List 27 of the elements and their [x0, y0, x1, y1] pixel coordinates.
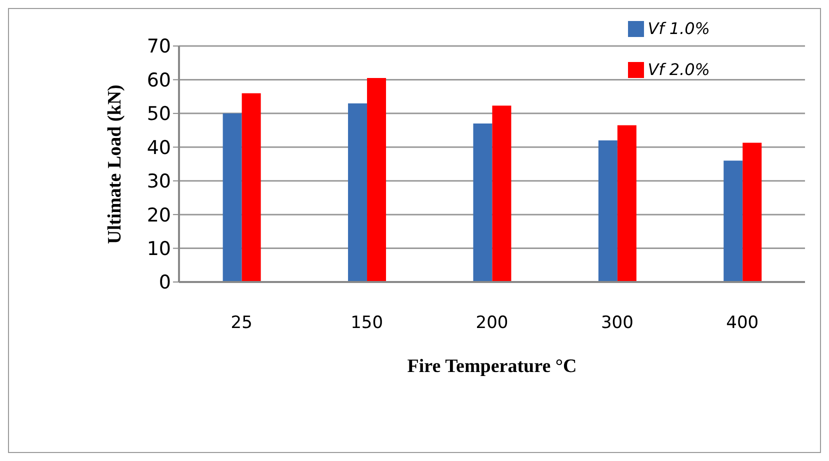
y-tick-label: 40	[146, 136, 171, 159]
bar	[367, 78, 386, 282]
x-tick-label: 25	[230, 313, 252, 334]
y-axis-title: Ultimate Load (kN)	[104, 84, 126, 244]
x-tick-label: 200	[476, 313, 508, 334]
bar	[242, 93, 261, 282]
x-tick-label: 150	[350, 313, 384, 334]
y-tick-label: 60	[146, 69, 171, 92]
bar	[492, 106, 512, 282]
bar	[348, 103, 368, 282]
y-tick-label: 10	[146, 238, 171, 260]
bar	[742, 142, 762, 282]
legend-label: Vf 1.0%	[648, 19, 710, 38]
y-tick-label: 30	[146, 170, 171, 193]
bar	[222, 113, 242, 282]
x-tick-label: 400	[726, 313, 759, 334]
x-tick-label: 300	[600, 313, 634, 334]
legend-label: Vf 2.0%	[648, 60, 710, 79]
y-tick-label: 20	[146, 204, 171, 226]
y-tick-label: 0	[158, 272, 171, 294]
bar	[598, 140, 618, 282]
bar	[473, 124, 492, 282]
y-tick-label: 50	[146, 103, 171, 126]
x-axis-title: Fire Temperature °C	[407, 356, 577, 377]
bar	[724, 160, 743, 282]
bar	[617, 125, 636, 282]
y-tick-label: 70	[146, 36, 171, 58]
